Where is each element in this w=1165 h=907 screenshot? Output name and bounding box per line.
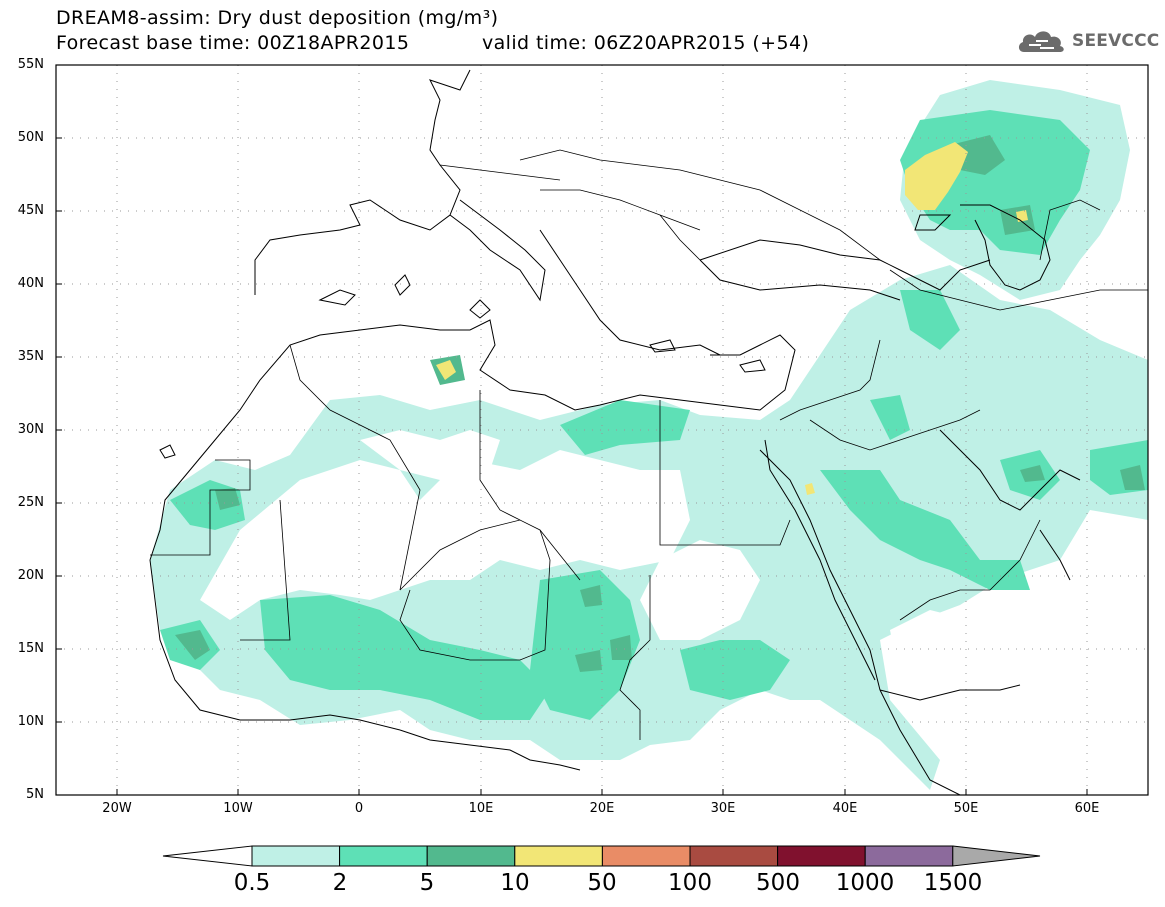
colorbar-label: 50 — [587, 870, 617, 896]
lon-label: 50E — [953, 801, 979, 816]
lon-label: 30E — [710, 801, 736, 816]
lon-label: 10E — [468, 801, 494, 816]
dust-field-10-50 — [436, 142, 1028, 495]
colorbar-bin-5 — [601, 845, 691, 867]
colorbar-label: 1000 — [835, 870, 895, 896]
colorbar-bin-2 — [339, 845, 428, 867]
colorbar-label: 1500 — [923, 870, 983, 896]
lat-label: 30N — [17, 422, 44, 437]
lat-label: 45N — [17, 203, 44, 218]
colorbar-bin-4 — [514, 845, 603, 867]
colorbar-bin-8 — [864, 845, 954, 867]
map-title: DREAM8-assim: Dry dust deposition (mg/m³… — [56, 7, 499, 29]
lon-label: 0 — [354, 801, 364, 816]
colorbar-bin-7 — [777, 845, 866, 867]
colorbar-label: 10 — [500, 870, 530, 896]
logo-text: SEEVCCC — [1072, 31, 1160, 51]
cloud-logo-icon — [1018, 31, 1064, 52]
dust-free-areas — [200, 430, 1148, 795]
dust-field-2-5 — [160, 110, 1148, 720]
grid-lines — [56, 65, 1148, 795]
coastlines — [149, 69, 1081, 795]
forecast-base-time: Forecast base time: 00Z18APR2015 — [56, 32, 410, 54]
lat-label: 40N — [17, 276, 44, 291]
colorbar-label: 5 — [419, 870, 435, 896]
seevccc-logo: SEEVCCC — [1016, 24, 1159, 58]
colorbar-label: 0.5 — [233, 870, 271, 896]
lon-label: 20E — [589, 801, 615, 816]
lat-label: 15N — [17, 641, 44, 656]
lon-label: 20W — [102, 801, 132, 816]
colorbar-label: 100 — [668, 870, 712, 896]
lon-label: 10W — [223, 801, 253, 816]
lat-label: 10N — [17, 714, 44, 729]
colorbar-label: 2 — [332, 870, 348, 896]
country-borders — [150, 149, 1148, 740]
colorbar-bin-3 — [426, 845, 516, 867]
colorbar-bin-6 — [689, 845, 779, 867]
colorbar-high-arrow — [952, 845, 1041, 867]
colorbar — [162, 845, 1041, 867]
colorbar-label: 500 — [756, 870, 800, 896]
lat-label: 35N — [17, 349, 44, 364]
lat-label: 55N — [17, 57, 44, 72]
lat-label: 20N — [17, 568, 44, 583]
colorbar-low-arrow — [162, 845, 253, 867]
lat-label: 25N — [17, 495, 44, 510]
lon-label: 60E — [1074, 801, 1100, 816]
colorbar-bin-1 — [251, 845, 341, 867]
lat-label: 5N — [26, 787, 44, 802]
lat-label: 50N — [17, 130, 44, 145]
valid-time: valid time: 06Z20APR2015 (+54) — [482, 32, 810, 54]
lon-label: 40E — [832, 801, 858, 816]
